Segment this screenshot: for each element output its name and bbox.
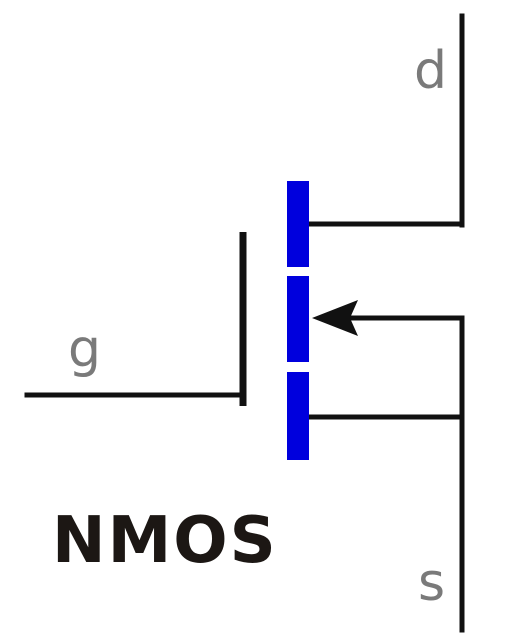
body-arrow — [312, 300, 358, 336]
channel-segment-body — [287, 276, 309, 362]
gate-label: g — [68, 319, 101, 379]
channel-segment-source — [287, 372, 309, 460]
source-label: s — [418, 553, 445, 613]
channel-segment-drain — [287, 181, 309, 267]
device-label: NMOS — [52, 504, 278, 578]
drain-label: d — [414, 41, 447, 101]
